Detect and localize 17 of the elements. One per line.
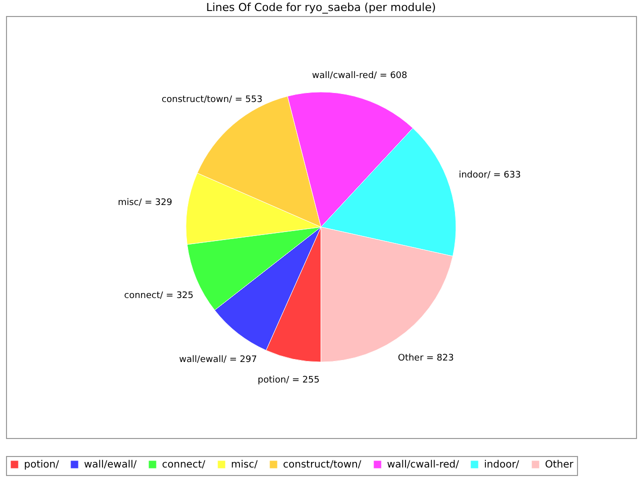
data-label: construct/town/ = 553: [162, 94, 262, 105]
legend-label: indoor/: [484, 460, 520, 471]
legend-label: misc/: [231, 460, 258, 471]
data-label: Other = 823: [398, 354, 454, 364]
data-label: potion/ = 255: [258, 375, 320, 386]
legend-label: wall/ewall/: [84, 460, 138, 471]
legend-label: potion/: [24, 460, 60, 471]
chart-title: Lines Of Code for ryo_saeba (per module): [206, 1, 436, 14]
data-label: wall/cwall-red/ = 608: [312, 70, 408, 81]
data-label: wall/ewall/ = 297: [179, 354, 257, 365]
data-label: indoor/ = 633: [458, 170, 521, 180]
data-label: misc/ = 329: [118, 198, 172, 208]
legend-label: Other: [545, 460, 574, 471]
legend-label: wall/cwall-red/: [387, 460, 460, 471]
data-label: connect/ = 325: [124, 290, 194, 301]
legend-label: construct/town/: [283, 460, 362, 471]
legend-label: connect/: [162, 460, 206, 471]
